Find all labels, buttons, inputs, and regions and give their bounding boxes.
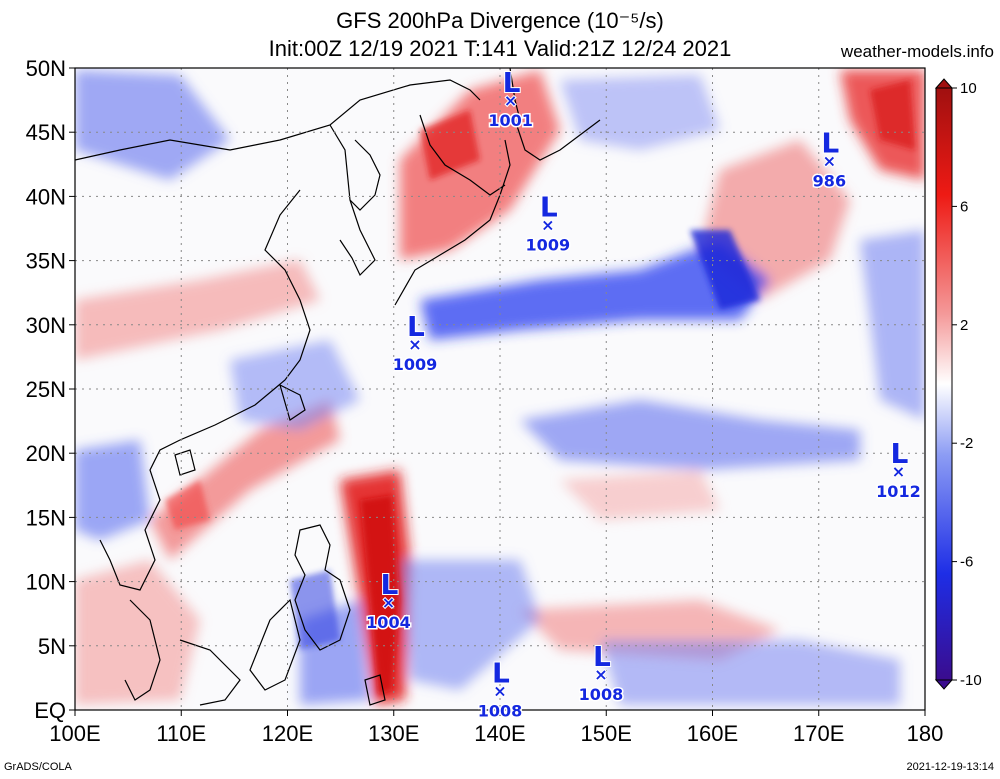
- low-symbol: L: [540, 191, 558, 224]
- low-pressure-value: 1008: [579, 685, 624, 704]
- low-pressure-value: 1008: [478, 702, 523, 721]
- low-center-mark: ×: [823, 151, 836, 170]
- coastlines: [75, 68, 601, 706]
- longitude-label: 110E: [156, 721, 206, 746]
- low-pressure-center: L×1004: [365, 567, 413, 634]
- footer-timestamp: 2021-12-19-13:14: [906, 761, 994, 773]
- colorbar-gradient: [935, 87, 953, 681]
- low-pressure-center: L×1009: [524, 190, 572, 257]
- footer-software: GrADS/COLA: [4, 761, 72, 773]
- axis-ticks: [69, 67, 926, 716]
- latitude-label: EQ: [34, 698, 66, 723]
- chart-title: GFS 200hPa Divergence (10⁻⁵/s): [336, 8, 664, 33]
- longitude-label: 130E: [368, 721, 419, 746]
- site-label: weather-models.info: [840, 42, 994, 61]
- latitude-labels: 50N 45N 40N 35N 30N 25N 20N 15N 10N 5N EQ: [26, 56, 66, 723]
- latitude-label: 25N: [26, 377, 66, 402]
- longitude-label: 100E: [49, 721, 100, 746]
- gridlines: [75, 68, 925, 710]
- low-symbol: L: [503, 66, 521, 99]
- latitude-label: 50N: [26, 56, 66, 81]
- latitude-label: 10N: [26, 570, 66, 595]
- low-center-mark: ×: [408, 335, 421, 354]
- low-center-mark: ×: [504, 91, 517, 110]
- longitude-label: 120E: [262, 721, 313, 746]
- latitude-label: 20N: [26, 441, 66, 466]
- colorbar-min-arrow: [934, 679, 954, 690]
- low-center-mark: ×: [892, 462, 905, 481]
- latitude-label: 35N: [26, 249, 66, 274]
- low-center-mark: ×: [594, 665, 607, 684]
- colorbar-tick-label: -2: [960, 435, 973, 452]
- chart-subtitle: Init:00Z 12/19 2021 T:141 Valid:21Z 12/2…: [268, 36, 732, 61]
- colorbar-tick-label: 6: [960, 198, 968, 215]
- latitude-label: 40N: [26, 184, 66, 209]
- low-symbol: L: [593, 640, 611, 673]
- low-pressure-value: 1012: [876, 482, 921, 501]
- low-pressure-center: L×1008: [577, 639, 625, 706]
- map-plot-area: 50N 45N 40N 35N 30N 25N 20N 15N 10N 5N EQ 100E 110E…: [26, 56, 944, 746]
- low-pressure-center: L×1009: [391, 309, 439, 376]
- longitude-label: 140E: [474, 721, 525, 746]
- low-symbol: L: [407, 310, 425, 343]
- colorbar-tick-label: 10: [960, 80, 977, 97]
- longitude-label: 160E: [687, 721, 738, 746]
- colorbar-max-arrow: [934, 78, 954, 89]
- latitude-label: 15N: [26, 505, 66, 530]
- low-pressure-value: 1004: [366, 613, 411, 632]
- low-pressure-value: 1009: [526, 236, 571, 255]
- low-pressure-value: 986: [813, 171, 846, 190]
- low-pressure-center: L×986: [811, 125, 847, 192]
- colorbar: 10 6 2 -2 -6 -10: [934, 78, 982, 690]
- low-center-mark: ×: [382, 593, 395, 612]
- low-center-mark: ×: [493, 682, 506, 701]
- longitude-label: 180: [907, 721, 944, 746]
- low-pressure-center: L×1001: [487, 65, 535, 132]
- low-pressure-center: L×1012: [875, 436, 923, 503]
- low-pressure-center: L×1008: [476, 656, 524, 723]
- latitude-label: 30N: [26, 313, 66, 338]
- colorbar-tick-label: -6: [960, 554, 973, 571]
- colorbar-labels: 10 6 2 -2 -6 -10: [952, 80, 982, 689]
- low-pressure-value: 1001: [488, 111, 533, 130]
- latitude-label: 45N: [26, 120, 66, 145]
- longitude-label: 150E: [581, 721, 632, 746]
- divergence-field: [75, 68, 925, 710]
- low-center-mark: ×: [541, 216, 554, 235]
- low-pressure-markers: L×1001L×1009L×986L×1009L×1012L×1004L×100…: [365, 65, 923, 723]
- low-symbol: L: [492, 657, 510, 690]
- low-pressure-value: 1009: [393, 355, 438, 374]
- low-symbol: L: [890, 437, 908, 470]
- low-symbol: L: [821, 126, 839, 159]
- longitude-label: 170E: [793, 721, 844, 746]
- low-symbol: L: [380, 568, 398, 601]
- longitude-labels: 100E 110E 120E 130E 140E 150E 160E 170E 180: [49, 721, 943, 746]
- colorbar-tick-label: 2: [960, 317, 968, 334]
- colorbar-tick-label: -10: [960, 672, 982, 689]
- latitude-label: 5N: [38, 634, 66, 659]
